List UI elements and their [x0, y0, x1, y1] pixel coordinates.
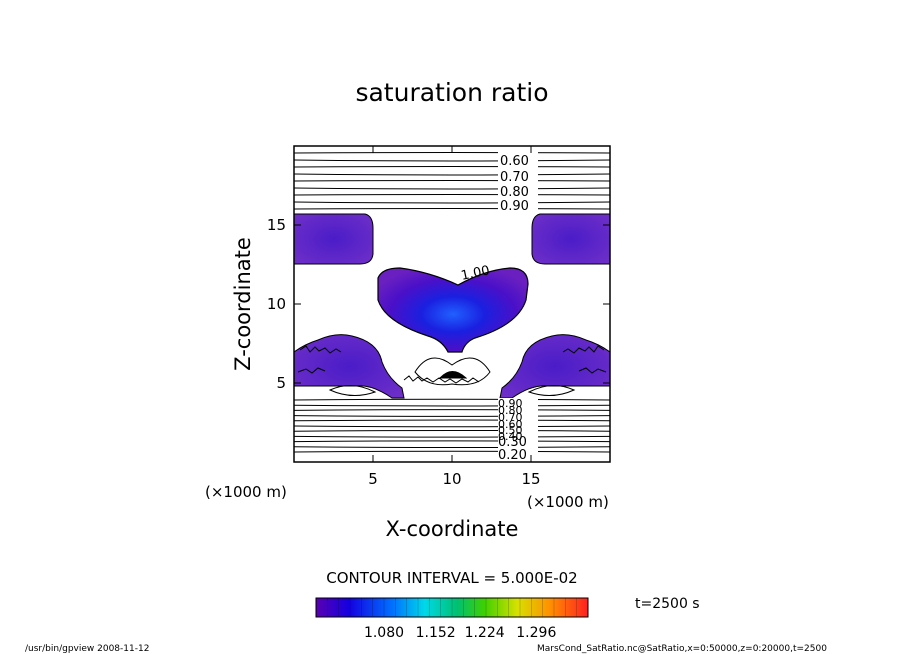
- contour-line: [294, 187, 610, 190]
- contour-line: [294, 159, 610, 162]
- contour-line: [294, 208, 610, 210]
- x-tick-label: 5: [368, 470, 378, 488]
- contour-label: 0.80: [500, 185, 529, 200]
- contour-line: [294, 166, 610, 168]
- y-axis-ticks: 5 10 15: [267, 216, 610, 392]
- time-label: t=2500 s: [635, 596, 700, 612]
- contour-line: [294, 180, 610, 182]
- contour-label: 0.80: [498, 404, 523, 417]
- x-axis-ticks: 5 10 15: [368, 146, 541, 488]
- contour-label: 0.20: [498, 448, 527, 463]
- contour-label: 0.40: [498, 430, 523, 443]
- contour-line: [294, 435, 610, 438]
- y-tick-label: 10: [267, 295, 286, 313]
- contour-label: 0.90: [500, 199, 529, 214]
- x-axis-unit: (×1000 m): [527, 493, 609, 511]
- chart-title: saturation ratio: [355, 78, 548, 107]
- contour-lines-top: [294, 152, 610, 210]
- colorbar: [315, 597, 589, 618]
- shaded-region-center: [377, 267, 529, 353]
- contour-label: 0.70: [500, 170, 529, 185]
- contour-label: 0.60: [500, 154, 529, 169]
- colorbar-tick-label: 1.224: [465, 625, 505, 641]
- contour-line: [294, 409, 610, 411]
- contour-line: [294, 440, 610, 443]
- contour-lines-bottom: [294, 398, 610, 453]
- contour-line: [294, 404, 610, 407]
- contour-line: [294, 446, 610, 449]
- colorbar-tick-label: 1.296: [516, 625, 556, 641]
- shaded-region-left-lower: [294, 334, 405, 399]
- contour-label: 0.30: [498, 435, 527, 450]
- colorbar-segments: [327, 598, 577, 617]
- footer-right: MarsCond_SatRatio.nc@SatRatio,x=0:50000,…: [537, 644, 827, 654]
- contour-line: [294, 201, 610, 204]
- contour-label: 0.70: [498, 411, 523, 424]
- shaded-region-right-lower: [499, 334, 610, 399]
- plot-area: 0.60 0.70 0.80 0.90 1.00 0.90 0.80 0.70 …: [294, 146, 610, 463]
- contour-line: [294, 194, 610, 196]
- shaded-region-right-upper: [531, 213, 610, 265]
- contour-labels-top: 0.60 0.70 0.80 0.90: [498, 152, 538, 214]
- contour-line: [294, 450, 610, 453]
- contour-line: [294, 173, 610, 176]
- shaded-region-left-upper: [294, 213, 374, 265]
- y-axis-unit: (×1000 m): [205, 483, 287, 501]
- x-tick-label: 10: [442, 470, 461, 488]
- contour-label: 0.60: [498, 418, 523, 431]
- colorbar-tick-label: 1.080: [364, 625, 404, 641]
- contour-label-mid: 1.00: [460, 263, 491, 284]
- x-axis-label: X-coordinate: [386, 517, 519, 541]
- x-tick-label: 15: [521, 470, 540, 488]
- contour-line: [294, 419, 610, 422]
- y-tick-label: 5: [276, 374, 286, 392]
- contour-interval-label: CONTOUR INTERVAL = 5.000E-02: [326, 569, 577, 587]
- contour-line: [294, 415, 610, 417]
- contour-line: [294, 425, 610, 428]
- colorbar-tick-labels: 1.080 1.152 1.224 1.296: [364, 625, 556, 641]
- y-axis-label: Z-coordinate: [231, 237, 255, 371]
- contour-line: [294, 429, 610, 432]
- contour-labels-bottom: 0.90 0.80 0.70 0.60 0.50 0.40 0.30 0.20: [498, 397, 538, 463]
- contour-line: [294, 398, 610, 401]
- contour-label: 0.50: [498, 424, 523, 437]
- colorbar-tick-label: 1.152: [416, 625, 456, 641]
- y-tick-label: 15: [267, 216, 286, 234]
- footer-left: /usr/bin/gpview 2008-11-12: [25, 644, 149, 654]
- contour-noise-lines: [297, 345, 607, 396]
- contour-label: 0.90: [498, 397, 523, 410]
